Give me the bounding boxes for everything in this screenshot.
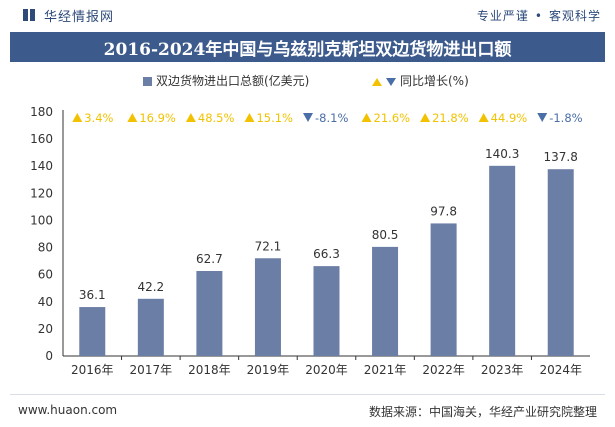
brand-name: 华经情报网 [44,9,115,25]
growth-label: -1.8% [549,111,582,125]
growth-label: 16.9% [139,111,176,125]
footer-url: www.huaon.com [18,403,118,417]
bar-value-label: 72.1 [255,239,282,253]
y-tick-label: 60 [38,268,53,282]
brand-logo-icon [23,9,35,21]
tagline-right: 客观科学 [548,9,601,23]
growth-up-icon [72,113,83,122]
x-tick-label: 2019年 [247,363,290,377]
tagline-separator: • [534,8,543,23]
bar-value-label: 62.7 [196,252,223,266]
y-tick-label: 40 [38,295,53,309]
bar-chart: 双边货物进出口总额(亿美元) 同比增长(%) 0 20 40 60 80 100 120 140 1… [30,73,590,377]
y-tick-label: 80 [38,241,53,255]
chart-area: 双边货物进出口总额(亿美元) 同比增长(%) 0 20 40 60 80 100 120 140 1… [0,62,615,392]
growth-up-icon [185,113,196,122]
bar-value-label: 80.5 [372,228,399,242]
bar-value-label: 137.8 [544,150,578,164]
growth-down-icon [537,113,548,122]
x-tick-label: 2016年 [71,363,114,377]
chart-title: 2016-2024年中国与乌兹别克斯坦双边货物进出口额 [103,39,512,60]
growth-label: 3.4% [84,111,113,125]
growth-down-icon [303,113,313,122]
bar-value-label: 42.2 [137,280,164,294]
growth-label: -8.1% [315,111,348,125]
x-tick-label: 2023年 [481,363,524,377]
legend-label-total: 双边货物进出口总额(亿美元) [156,73,309,88]
y-tick-label: 160 [30,132,53,146]
footer-divider [10,394,605,395]
bar [79,307,106,356]
growth-up-icon [361,113,372,122]
y-tick-label: 20 [38,322,53,336]
bar [254,258,281,356]
y-tick-label: 180 [30,105,53,119]
legend-up-icon [372,78,382,86]
x-tick-label: 2022年 [422,363,465,377]
bar-value-label: 97.8 [430,204,457,218]
y-tick-label: 100 [30,213,53,227]
top-bar: 华经情报网 专业严谨 • 客观科学 [0,0,615,30]
growth-up-icon [478,113,489,122]
title-bar: 2016-2024年中国与乌兹别克斯坦双边货物进出口额 [10,32,605,62]
x-tick-label: 2017年 [130,363,173,377]
bar [372,246,399,356]
y-tick-label: 120 [30,186,53,200]
growth-up-icon [127,113,138,122]
bar [547,169,574,356]
footer: www.huaon.com 数据来源：中国海关，华经产业研究院整理 [0,394,615,427]
growth-label: 44.9% [491,111,528,125]
bar [196,271,223,356]
y-tick-label: 0 [45,349,53,363]
x-tick-label: 2021年 [364,363,407,377]
growth-label: 21.6% [374,111,411,125]
growth-up-icon [420,113,431,122]
bar [313,266,340,356]
bar-value-label: 36.1 [79,288,106,302]
bar [489,165,516,356]
growth-up-icon [244,113,255,122]
growth-label: 21.8% [432,111,469,125]
bar [137,298,164,356]
brand: 华经情报网 [22,6,115,25]
bar-value-label: 140.3 [485,147,519,161]
tagline: 专业严谨 • 客观科学 [477,7,601,24]
tagline-left: 专业严谨 [476,9,529,23]
x-tick-label: 2024年 [539,363,582,377]
legend-down-icon [386,78,396,86]
x-tick-label: 2018年 [188,363,231,377]
x-tick-label: 2020年 [305,363,348,377]
growth-label: 48.5% [198,111,235,125]
bar-value-label: 66.3 [313,247,340,261]
footer-source: 数据来源：中国海关，华经产业研究院整理 [368,405,597,419]
bar [430,223,457,356]
growth-label: 15.1% [256,111,293,125]
legend-label-growth: 同比增长(%) [400,74,469,88]
y-tick-label: 140 [30,159,53,173]
legend-swatch-total [143,77,152,86]
